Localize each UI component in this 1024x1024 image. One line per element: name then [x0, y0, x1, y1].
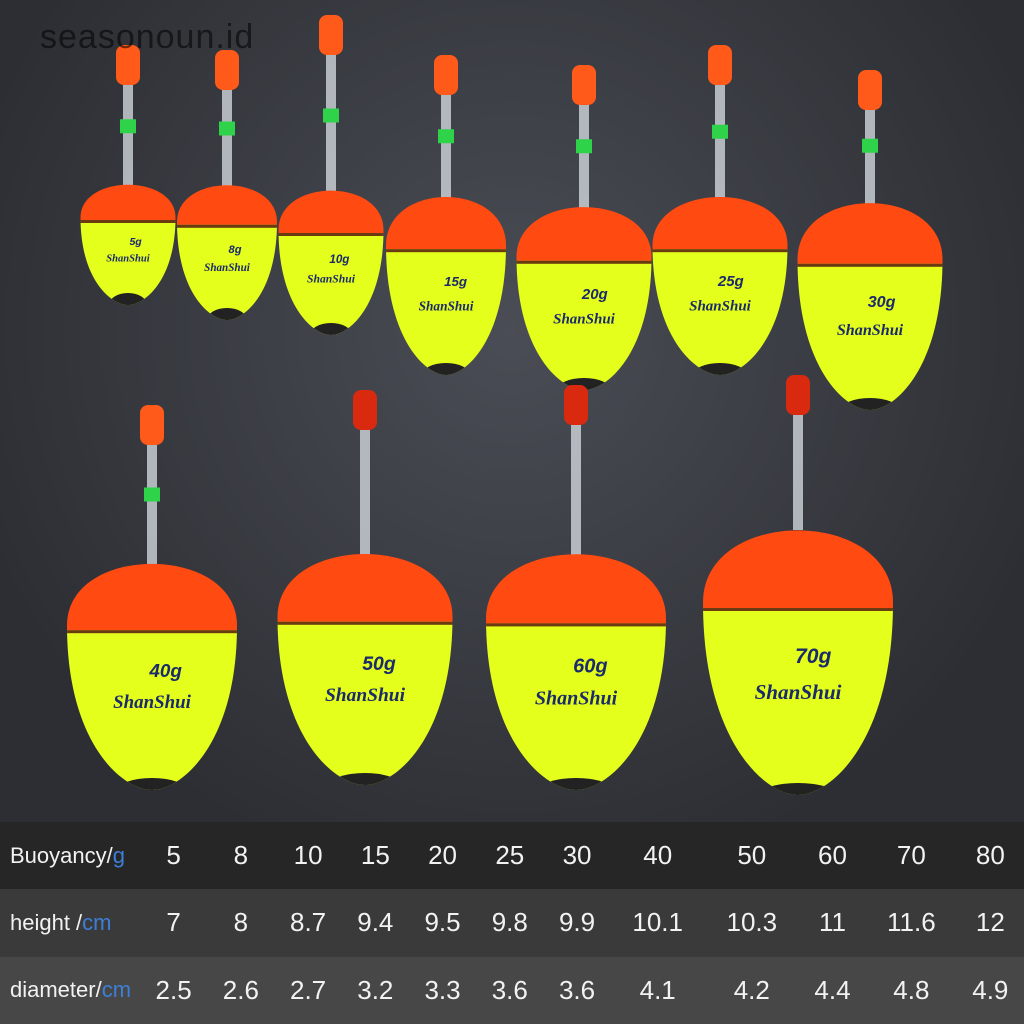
- float-weight-label: 8g: [229, 244, 242, 256]
- fishing-float: 20g ShanShui: [516, 65, 652, 390]
- fishing-float: 50g ShanShui: [277, 390, 453, 785]
- fishing-float: 10g ShanShui: [278, 15, 384, 335]
- table-cell: 50: [737, 840, 767, 871]
- table-cell: 2.5: [155, 974, 192, 1005]
- float-weight-label: 20g: [581, 286, 608, 303]
- float-weight-label: 60g: [573, 655, 607, 677]
- float-brand-label: ShanShui: [325, 685, 406, 706]
- watermark: seasonoun.id: [40, 18, 255, 56]
- fishing-float: 30g ShanShui: [797, 70, 943, 410]
- table-cell: 2.7: [290, 974, 327, 1005]
- table-cell: 9.5: [424, 907, 461, 938]
- table-cell: 9.8: [491, 907, 528, 938]
- table-cell: 3.6: [491, 974, 528, 1005]
- float-weight-label: 25g: [717, 273, 744, 290]
- table-cell: 10.1: [632, 907, 683, 938]
- table-cell: 3.3: [424, 974, 461, 1005]
- table-cell: 8.7: [290, 907, 327, 938]
- table-cell: 4.2: [733, 974, 770, 1005]
- row-unit: cm: [101, 977, 132, 1003]
- fishing-float: 60g ShanShui: [486, 385, 666, 790]
- table-cell: 25: [495, 840, 525, 871]
- table-row: diameter/cm 2.5 2.6 2.7 3.2 3.3 3.6 3.6 4.1 4.2 4.…: [0, 956, 1024, 1024]
- table-cell: 11: [818, 907, 846, 938]
- row-header: diameter/cm: [0, 957, 140, 1024]
- fishing-float: 40g ShanShui: [67, 405, 237, 790]
- float-brand-label: ShanShui: [204, 262, 251, 274]
- float-brand-label: ShanShui: [307, 273, 356, 286]
- table-cell: 40: [643, 840, 673, 871]
- fishing-float: 15g ShanShui: [386, 55, 506, 375]
- table-cell: 5: [166, 840, 181, 871]
- table-cell: 4.9: [972, 974, 1009, 1005]
- float-brand-label: ShanShui: [837, 322, 904, 339]
- table-row: Buoyancy/g 5 8 10 15 20 25 30 40 50 60 70 80: [0, 822, 1024, 890]
- table-cell: 4.8: [893, 974, 930, 1005]
- product-photo: 5g ShanShui 8g ShanShui 10g ShanShui 15g ShanSh…: [0, 0, 1024, 822]
- table-cell: 9.9: [558, 907, 596, 938]
- fishing-float: 25g ShanShui: [652, 45, 788, 375]
- fishing-float: 8g ShanShui: [177, 50, 277, 320]
- table-cell: 8: [233, 840, 249, 871]
- fishing-float: 5g ShanShui: [80, 45, 176, 305]
- float-weight-label: 40g: [148, 661, 182, 682]
- float-weight-label: 5g: [129, 236, 142, 248]
- float-brand-label: ShanShui: [535, 687, 618, 709]
- table-cell: 2.6: [222, 974, 259, 1005]
- table-cell: 4.4: [814, 974, 851, 1005]
- float-brand-label: ShanShui: [755, 680, 842, 704]
- table-cell: 3.2: [357, 974, 394, 1005]
- spec-table: Buoyancy/g 5 8 10 15 20 25 30 40 50 60 70 80 height /…: [0, 822, 1024, 1024]
- table-cell: 15: [360, 840, 390, 871]
- table-cell: 10: [293, 840, 323, 871]
- float-brand-label: ShanShui: [689, 298, 752, 314]
- row-header: height /cm: [0, 889, 140, 956]
- float-weight-label: 50g: [362, 653, 396, 675]
- table-cell: 20: [428, 840, 458, 871]
- row-unit: cm: [82, 909, 112, 935]
- table-cell: 70: [896, 840, 926, 871]
- float-brand-label: ShanShui: [419, 298, 474, 313]
- table-cell: 7: [166, 907, 181, 938]
- row-header: Buoyancy/g: [0, 822, 140, 889]
- float-brand-label: ShanShui: [113, 692, 191, 713]
- table-cell: 10.3: [726, 907, 778, 938]
- row-label: diameter/: [10, 977, 102, 1003]
- table-cell: 80: [975, 840, 1005, 871]
- float-weight-label: 15g: [444, 274, 467, 289]
- row-label: height /: [10, 909, 83, 935]
- table-cell: 12: [975, 907, 1005, 938]
- float-weight-label: 30g: [868, 293, 896, 311]
- float-weight-label: 70g: [795, 645, 831, 668]
- table-row: height /cm 7 8 8.7 9.4 9.5 9.8 9.9 10.1 10.3 11 11.…: [0, 889, 1024, 957]
- float-weight-label: 10g: [329, 253, 349, 266]
- float-brand-label: ShanShui: [106, 253, 149, 264]
- table-cell: 3.6: [558, 974, 596, 1005]
- row-label: Buoyancy/: [10, 842, 113, 868]
- row-unit: g: [112, 842, 125, 868]
- table-cell: 60: [818, 840, 847, 871]
- table-cell: 11.6: [887, 907, 936, 938]
- table-cell: 4.1: [639, 974, 676, 1005]
- fishing-float: 70g ShanShui: [703, 375, 893, 795]
- float-brand-label: ShanShui: [553, 312, 616, 328]
- table-cell: 8: [233, 907, 249, 938]
- table-cell: 9.4: [357, 907, 394, 938]
- table-cell: 30: [562, 840, 592, 871]
- floats-illustration: 5g ShanShui 8g ShanShui 10g ShanShui 15g ShanSh…: [67, 15, 943, 795]
